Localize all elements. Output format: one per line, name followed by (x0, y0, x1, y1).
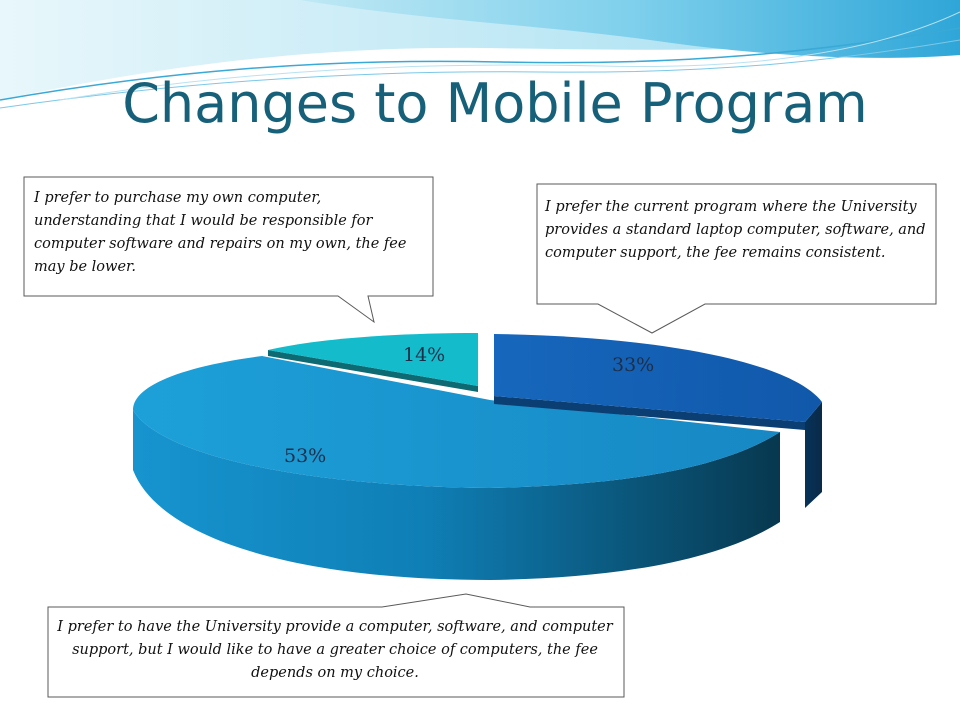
callout-box-own-computer (23, 176, 434, 324)
header-wave-decoration (0, 0, 960, 109)
pie-slice-33-front (494, 396, 805, 430)
callout-greater-choice-text: I prefer to have the University provide … (57, 619, 613, 681)
pie-slice-14-side (268, 350, 478, 392)
pie-slice-14-top (268, 333, 478, 386)
callout-box-greater-choice (47, 593, 625, 698)
callout-current-program-text: I prefer the current program where the U… (545, 199, 926, 261)
pie-slice-53-side (133, 410, 780, 580)
pie-label-14: 14% (403, 344, 445, 366)
pie-label-53: 53% (284, 445, 326, 467)
slide-title: Changes to Mobile Program (122, 72, 868, 135)
pie-label-33: 33% (612, 354, 654, 376)
callout-box-current-program (536, 183, 937, 334)
pie-slice-53-top (133, 356, 780, 488)
callout-own-computer-text: I prefer to purchase my own computer, un… (34, 190, 407, 275)
pie-slice-33-side (805, 402, 822, 508)
pie-slice-33-top (494, 334, 822, 422)
